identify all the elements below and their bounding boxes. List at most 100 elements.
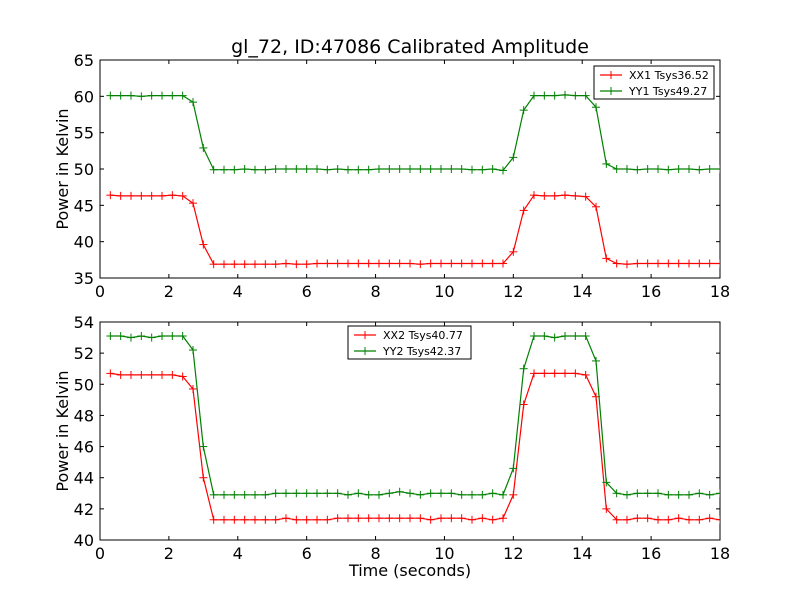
data-point <box>623 260 631 269</box>
x-tick-label: 8 <box>370 544 380 563</box>
x-tick-label: 6 <box>302 544 312 563</box>
y-tick-label: 44 <box>74 469 94 488</box>
data-point <box>261 260 270 269</box>
data-point <box>561 191 569 200</box>
data-point <box>674 490 683 499</box>
data-point <box>385 259 394 268</box>
data-point <box>416 490 425 499</box>
data-point <box>127 333 135 342</box>
data-point <box>530 191 538 200</box>
data-point <box>437 259 445 268</box>
data-point <box>116 191 125 200</box>
legend-label: YY2 Tsys42.37 <box>382 345 461 358</box>
data-point <box>602 504 611 513</box>
y-tick-label: 60 <box>74 87 94 106</box>
data-point <box>189 98 197 107</box>
data-point <box>581 332 590 341</box>
data-point <box>519 206 528 215</box>
data-point <box>499 490 507 499</box>
data-point <box>137 370 146 379</box>
data-point <box>664 515 673 524</box>
x-tick-label: 16 <box>641 282 661 301</box>
data-point <box>437 489 445 498</box>
series-yy2 <box>106 332 720 499</box>
data-point <box>602 159 611 168</box>
data-point <box>561 332 569 341</box>
y-tick-label: 54 <box>74 313 94 332</box>
data-point <box>354 514 363 523</box>
series-yy1 <box>106 90 720 175</box>
data-point <box>571 91 580 100</box>
data-point <box>623 515 631 524</box>
data-point <box>302 165 311 173</box>
legend: XX2 Tsys40.77 YY2 Tsys42.37 <box>347 325 472 360</box>
data-point <box>137 191 146 200</box>
x-tick-label: 4 <box>233 544 243 563</box>
data-point <box>199 473 208 482</box>
data-point <box>395 165 404 173</box>
data-point <box>509 247 518 256</box>
series-xx2 <box>106 369 720 524</box>
data-point <box>354 165 363 174</box>
data-point <box>323 165 332 174</box>
data-point <box>375 259 383 268</box>
y-tick-label: 40 <box>74 233 94 252</box>
data-point <box>137 332 146 341</box>
data-point <box>519 364 528 373</box>
data-point <box>530 369 538 378</box>
legend: XX1 Tsys36.52 YY1 Tsys49.27 <box>593 65 715 100</box>
data-point <box>375 490 383 499</box>
data-point <box>716 165 720 173</box>
data-point <box>664 165 673 174</box>
data-point <box>158 332 166 341</box>
y-tick-label: 45 <box>74 196 94 215</box>
data-point <box>220 490 228 499</box>
data-point <box>685 515 693 524</box>
data-point <box>612 489 621 498</box>
data-point <box>158 191 166 200</box>
data-point <box>633 514 642 523</box>
data-point <box>674 514 683 523</box>
data-point <box>705 165 714 173</box>
data-point <box>499 259 507 268</box>
y-tick-label: 35 <box>74 269 94 288</box>
data-point <box>168 91 177 100</box>
x-tick-label: 18 <box>710 282 730 301</box>
data-point <box>623 490 631 499</box>
data-point <box>292 260 301 269</box>
data-point <box>695 515 704 524</box>
data-point <box>178 91 187 100</box>
data-point <box>385 489 394 498</box>
data-point <box>364 490 373 499</box>
data-point <box>540 91 549 100</box>
data-point <box>178 332 187 341</box>
data-point <box>220 515 228 524</box>
data-point <box>302 260 311 269</box>
x-axis-label: Time (seconds) <box>348 561 471 580</box>
legend-item: YY1 Tsys49.27 <box>600 85 707 98</box>
data-point <box>209 515 218 524</box>
data-point <box>199 442 208 451</box>
data-point <box>251 260 259 269</box>
data-point <box>406 165 414 173</box>
data-point <box>158 91 166 100</box>
data-point <box>581 370 590 379</box>
x-tick-label: 12 <box>503 544 523 563</box>
data-point <box>612 165 621 173</box>
data-point <box>530 332 538 341</box>
data-point <box>230 165 239 174</box>
data-point <box>313 489 321 498</box>
data-point <box>540 332 549 341</box>
data-point <box>426 165 435 173</box>
data-point <box>395 514 404 523</box>
data-point <box>240 490 249 499</box>
data-point <box>364 514 373 523</box>
data-point <box>695 489 704 498</box>
data-point <box>344 259 352 268</box>
data-point <box>323 259 332 268</box>
data-point <box>127 91 135 100</box>
data-point <box>406 259 414 268</box>
data-point <box>561 369 569 378</box>
data-point <box>323 515 332 524</box>
x-tick-label: 0 <box>95 282 105 301</box>
